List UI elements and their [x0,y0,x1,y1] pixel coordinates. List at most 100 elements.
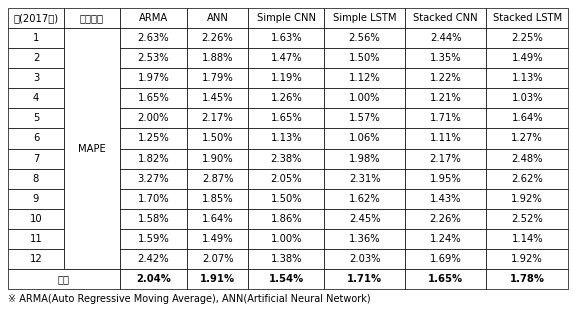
Bar [8,229,64,249]
Text: ANN: ANN [207,13,229,23]
Text: 7: 7 [33,154,39,164]
Bar [8,169,64,189]
Bar [120,88,187,109]
Bar [248,229,324,249]
Text: 1.00%: 1.00% [270,234,302,244]
Text: 1.47%: 1.47% [270,53,302,63]
Bar [405,169,486,189]
Text: 11: 11 [30,234,42,244]
Text: 1.19%: 1.19% [270,73,302,83]
Bar [405,249,486,269]
Bar [248,209,324,229]
Text: 2.48%: 2.48% [512,154,543,164]
Bar [405,128,486,148]
Text: 1.63%: 1.63% [270,33,302,43]
Bar [405,68,486,88]
Bar [187,88,248,109]
Text: 1.65%: 1.65% [428,274,463,284]
Bar [405,88,486,109]
Bar [324,88,405,109]
Bar [8,48,64,68]
Bar [120,109,187,128]
Text: 2.63%: 2.63% [138,33,169,43]
Bar [486,8,568,28]
Bar [248,8,324,28]
Text: 2.05%: 2.05% [270,174,302,184]
Bar [8,109,64,128]
Bar [120,249,187,269]
Text: 10: 10 [30,214,42,224]
Bar [405,269,486,289]
Text: Stacked CNN: Stacked CNN [413,13,478,23]
Text: ※ ARMA(Auto Regressive Moving Average), ANN(Artificial Neural Network): ※ ARMA(Auto Regressive Moving Average), … [8,294,371,304]
Text: 1.59%: 1.59% [138,234,169,244]
Text: 12: 12 [30,254,42,264]
Text: Stacked LSTM: Stacked LSTM [493,13,562,23]
Text: 1.24%: 1.24% [430,234,461,244]
Bar [486,148,568,169]
Bar [8,148,64,169]
Text: 8: 8 [33,174,39,184]
Text: 1.58%: 1.58% [138,214,169,224]
Text: 1.14%: 1.14% [511,234,543,244]
Text: 1.50%: 1.50% [270,194,302,204]
Bar [324,169,405,189]
Bar [324,269,405,289]
Bar [120,169,187,189]
Text: 1.92%: 1.92% [511,194,543,204]
Bar [486,189,568,209]
Text: 1.90%: 1.90% [202,154,233,164]
Bar [8,189,64,209]
Bar [248,109,324,128]
Bar [248,148,324,169]
Text: 2.17%: 2.17% [202,113,233,123]
Bar [120,8,187,28]
Text: 1.64%: 1.64% [511,113,543,123]
Bar [324,148,405,169]
Text: 2.45%: 2.45% [349,214,380,224]
Bar [405,189,486,209]
Text: 2.87%: 2.87% [202,174,233,184]
Bar [405,229,486,249]
Bar [405,209,486,229]
Text: 1.65%: 1.65% [138,93,169,103]
Bar [486,28,568,48]
Bar [405,28,486,48]
Bar [486,169,568,189]
Text: 4: 4 [33,93,39,103]
Bar [187,189,248,209]
Bar [248,88,324,109]
Text: 1.35%: 1.35% [430,53,461,63]
Bar [324,209,405,229]
Text: 1.62%: 1.62% [349,194,380,204]
Bar [120,148,187,169]
Bar [324,229,405,249]
Bar [120,48,187,68]
Bar [120,28,187,48]
Bar [120,189,187,209]
Bar [405,148,486,169]
Text: Simple LSTM: Simple LSTM [333,13,397,23]
Text: 2.04%: 2.04% [136,274,171,284]
Text: 1.92%: 1.92% [511,254,543,264]
Text: 1.70%: 1.70% [138,194,169,204]
Text: 1.22%: 1.22% [430,73,461,83]
Bar [486,109,568,128]
Text: 1.00%: 1.00% [349,93,380,103]
Text: 월(2017년): 월(2017년) [13,13,58,23]
Bar [64,28,120,269]
Bar [405,8,486,28]
Bar [187,169,248,189]
Text: 1.45%: 1.45% [202,93,233,103]
Text: 9: 9 [33,194,39,204]
Text: 1.85%: 1.85% [202,194,233,204]
Text: 1.79%: 1.79% [202,73,233,83]
Bar [8,269,120,289]
Text: 평균: 평균 [58,274,70,284]
Text: 1.49%: 1.49% [202,234,233,244]
Text: ARMA: ARMA [139,13,168,23]
Text: 2.52%: 2.52% [511,214,543,224]
Text: 성능지표: 성능지표 [80,13,104,23]
Text: 2.07%: 2.07% [202,254,233,264]
Text: 1.65%: 1.65% [270,113,302,123]
